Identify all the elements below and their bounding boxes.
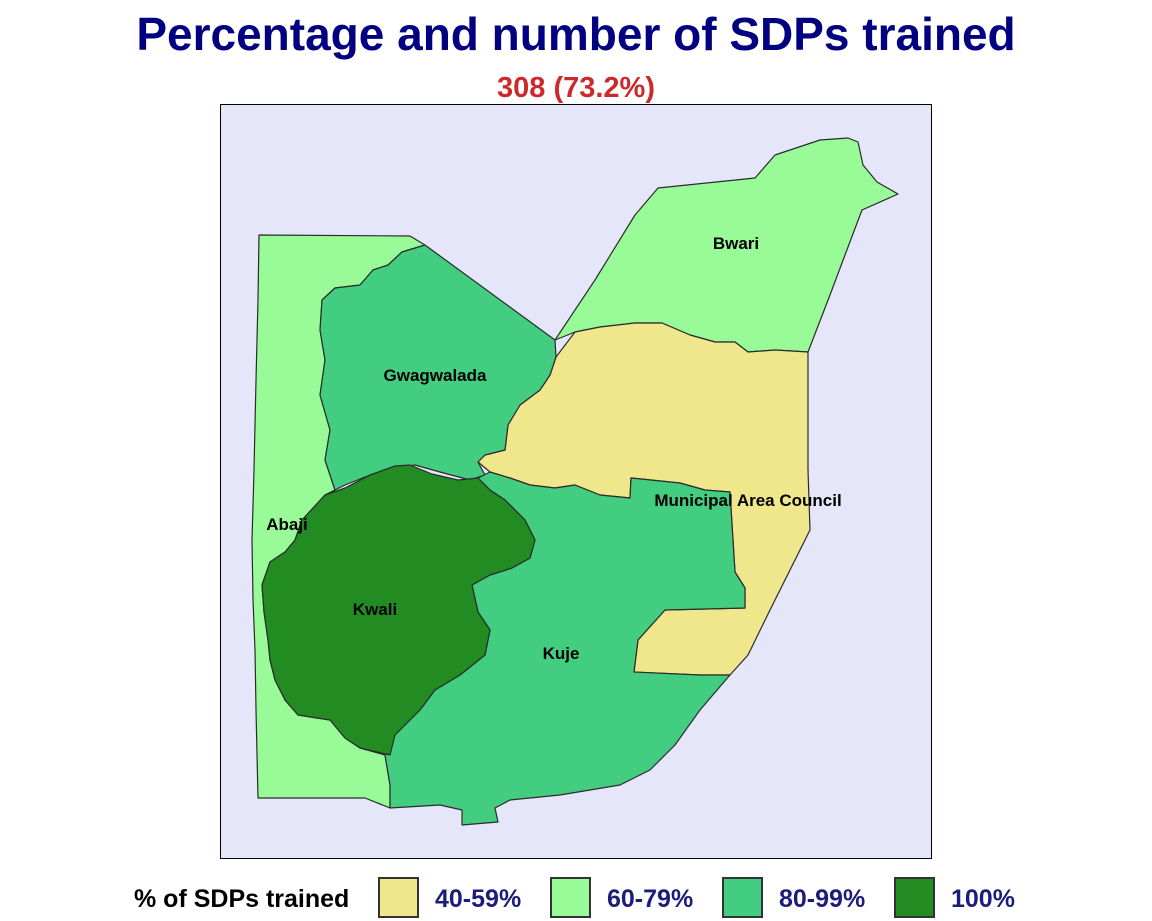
map-legend: % of SDPs trained 40-59% 60-79% 80-99% 1… <box>0 876 1152 920</box>
region-label-gwagwalada: Gwagwalada <box>384 366 488 385</box>
map-title: Percentage and number of SDPs trained <box>136 8 1016 60</box>
region-label-abaji: Abaji <box>266 515 308 534</box>
region-label-kuje: Kuje <box>543 644 580 663</box>
legend-label-80-99: 80-99% <box>779 885 866 913</box>
map-subtitle: 308 (73.2%) <box>497 72 655 104</box>
region-kwali[interactable] <box>261 464 536 756</box>
legend-label-100: 100% <box>951 885 1015 913</box>
legend-swatch-60-79 <box>550 877 591 918</box>
region-label-amac: Municipal Area Council <box>654 491 841 510</box>
legend-swatch-80-99 <box>722 877 763 918</box>
legend-label-40-59: 40-59% <box>435 885 522 913</box>
legend-title: % of SDPs trained <box>134 885 350 913</box>
legend-label-60-79: 60-79% <box>607 885 694 913</box>
legend-swatch-40-59 <box>378 877 419 918</box>
region-label-kwali: Kwali <box>353 600 397 619</box>
region-label-bwari: Bwari <box>713 234 759 253</box>
legend-swatch-100 <box>894 877 935 918</box>
